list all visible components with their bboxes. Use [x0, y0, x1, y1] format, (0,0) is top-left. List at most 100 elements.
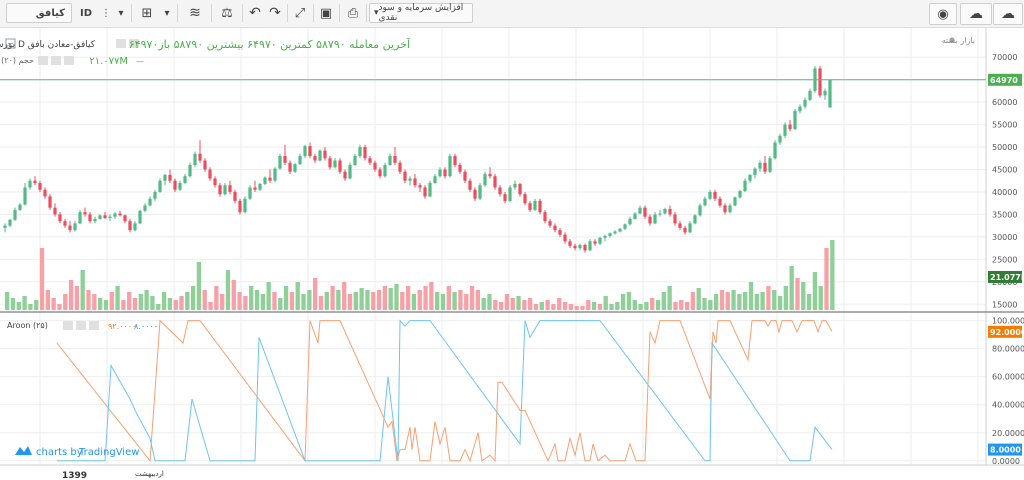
candle-body — [108, 216, 112, 219]
candle-body — [388, 156, 392, 166]
volume-bar — [16, 302, 21, 310]
volume-close-icon[interactable] — [64, 56, 74, 65]
settings-icon[interactable] — [116, 39, 126, 48]
candle-body — [693, 215, 697, 224]
print-icon[interactable]: ⎙ — [343, 3, 363, 23]
volume-bar — [330, 286, 335, 310]
volume-bar — [812, 272, 818, 310]
tradingview-watermark[interactable]: charts by TradingView — [15, 446, 139, 458]
candle-body — [73, 223, 77, 231]
candle-body — [553, 225, 557, 231]
more-icon[interactable]: ⋮ — [100, 3, 112, 23]
redo-icon[interactable]: ↷ — [266, 3, 284, 23]
aroon-settings-icon[interactable] — [63, 321, 73, 330]
symbol-search-input[interactable]: کیافق — [6, 3, 72, 23]
volume-bar — [272, 292, 277, 310]
volume-bar — [510, 298, 515, 310]
cloud-upload-icon[interactable]: ☁ — [993, 3, 1023, 25]
volume-bar — [458, 290, 463, 310]
candle-body — [373, 162, 377, 170]
volume-bar — [237, 292, 242, 310]
save-icon[interactable]: ▣ — [316, 3, 336, 23]
watermark-prefix: charts by — [36, 447, 83, 458]
volume-bar — [231, 280, 236, 310]
candle-body — [363, 147, 367, 159]
volume-bar — [376, 290, 382, 310]
price-tick-label: 50000 — [992, 143, 1017, 152]
candle-body — [648, 216, 652, 224]
chart-type-dropdown[interactable]: ▾ — [160, 3, 174, 23]
candle-body — [698, 205, 702, 216]
candle-body — [423, 187, 427, 197]
candle-body — [718, 198, 722, 206]
indicators-icon[interactable]: ≋ — [184, 3, 206, 23]
volume-bar — [225, 270, 231, 310]
candle-body — [688, 223, 692, 233]
candle-body — [463, 171, 467, 181]
volume-bar — [777, 296, 783, 310]
candle-body — [198, 153, 202, 161]
candle-body — [708, 191, 712, 199]
aroon-visibility-icon[interactable] — [76, 321, 86, 330]
volume-bar — [586, 300, 591, 310]
candles-icon[interactable]: ⊞ — [138, 3, 156, 23]
candle-body — [88, 214, 92, 222]
visibility-icon[interactable] — [129, 39, 139, 48]
candle-body — [323, 150, 327, 159]
aroon-close-icon[interactable] — [89, 321, 99, 330]
candle-body — [158, 180, 162, 192]
interval-dropdown[interactable]: ▾ — [114, 3, 128, 23]
cloud-download-icon[interactable]: ☁ — [960, 3, 992, 25]
volume-bar — [783, 286, 789, 310]
volume-bar — [673, 302, 678, 310]
candle-body — [328, 158, 332, 168]
volume-bar — [690, 292, 696, 310]
candle-body — [338, 160, 342, 172]
volume-bar — [475, 290, 481, 310]
aroon-up-line — [56, 319, 833, 463]
volume-settings-icon[interactable] — [38, 56, 48, 65]
volume-bar — [185, 292, 190, 310]
volume-bar — [725, 292, 730, 310]
camera-glyph: ◉ — [937, 6, 949, 22]
candle-body — [298, 156, 302, 165]
fullscreen-icon[interactable]: ⤢ — [290, 3, 310, 23]
candle-body — [153, 191, 157, 199]
volume-bar — [708, 300, 713, 310]
chevron-down-icon: ▾ — [374, 8, 379, 18]
camera-icon[interactable]: ◉ — [929, 3, 957, 25]
volume-bar — [469, 286, 475, 310]
aroon-up-badge-bg — [988, 325, 1022, 338]
volume-bar — [34, 300, 39, 310]
volume-bar — [161, 292, 167, 310]
candle-body — [208, 169, 212, 179]
volume-visibility-icon[interactable] — [51, 56, 61, 65]
undo-icon[interactable]: ↶ — [246, 3, 264, 23]
volume-bar — [562, 302, 568, 310]
candle-body — [433, 176, 437, 183]
chevron-down-icon: ▾ — [118, 7, 124, 19]
aroon-tick-label: 100.0000 — [992, 317, 1024, 326]
volume-bar — [737, 294, 742, 310]
volume-bar — [388, 288, 393, 310]
volume-bar — [115, 286, 120, 310]
more-glyph: ⋮ — [101, 7, 111, 19]
candle-body — [238, 200, 242, 213]
volume-bar — [754, 294, 759, 310]
candle-body — [23, 187, 27, 205]
compare-icon[interactable]: ⚖ — [216, 3, 238, 23]
candle-body — [318, 150, 322, 161]
candle-body — [188, 165, 192, 177]
volume-bar — [539, 302, 544, 310]
candle-body — [33, 180, 37, 183]
volume-bar — [68, 280, 74, 310]
collapse-icon[interactable] — [5, 38, 16, 49]
volume-label: حجم (۲۰) — [1, 56, 34, 65]
volume-bar — [80, 270, 85, 310]
volume-bar — [626, 292, 632, 310]
id-button[interactable]: ID — [76, 3, 96, 23]
events-dropdown[interactable]: ▾ افزایش سرمایه و سود نقدی — [369, 3, 473, 23]
volume-bar — [731, 290, 736, 310]
candle-body — [93, 218, 97, 222]
